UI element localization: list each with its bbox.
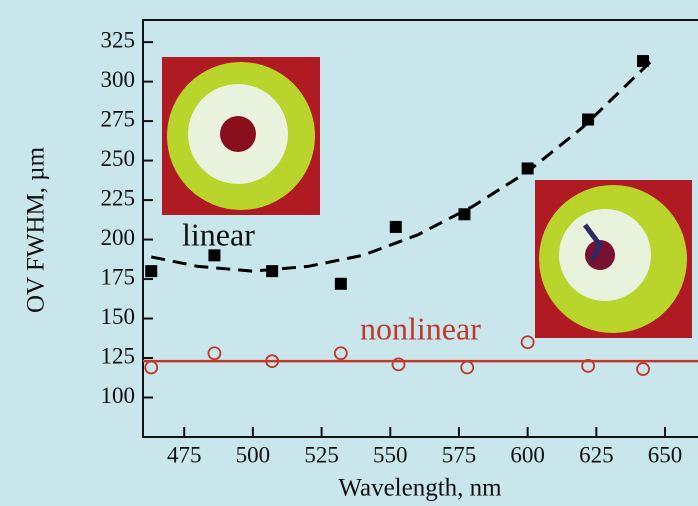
x-tick-label: 500 — [236, 442, 271, 467]
series-label: nonlinear — [360, 310, 481, 346]
series-label: linear — [182, 216, 255, 252]
y-tick-label: 300 — [101, 67, 136, 92]
x-axis-title: Wavelength, nm — [338, 475, 502, 502]
data-point — [637, 55, 649, 67]
data-point — [522, 162, 534, 174]
y-tick-label: 325 — [101, 27, 136, 52]
y-tick-label: 200 — [101, 225, 136, 250]
y-tick-label: 100 — [101, 383, 136, 408]
y-tick-label: 125 — [101, 343, 136, 368]
y-tick-label: 175 — [101, 264, 136, 289]
data-point — [266, 265, 278, 277]
inset-nonlinear — [535, 180, 692, 338]
y-tick-label: 275 — [101, 106, 136, 131]
y-axis-title: OV FWHM, µm — [23, 146, 50, 313]
data-point — [458, 208, 470, 220]
x-tick-label: 625 — [579, 442, 614, 467]
x-tick-label: 575 — [442, 442, 477, 467]
y-tick-label: 250 — [101, 146, 136, 171]
chart: Wavelength, nm OV FWHM, µm linear nonlin… — [0, 0, 698, 506]
x-tick-label: 475 — [167, 442, 202, 467]
x-tick-label: 600 — [510, 442, 545, 467]
x-tick-label: 650 — [648, 442, 683, 467]
x-tick-label: 550 — [373, 442, 408, 467]
y-tick-label: 225 — [101, 185, 136, 210]
inset-linear — [162, 57, 320, 215]
data-point — [335, 278, 347, 290]
y-tick-label: 150 — [101, 304, 136, 329]
data-point — [208, 249, 220, 261]
x-tick-label: 525 — [304, 442, 339, 467]
data-point — [582, 114, 594, 126]
data-point — [145, 265, 157, 277]
data-point — [390, 221, 402, 233]
